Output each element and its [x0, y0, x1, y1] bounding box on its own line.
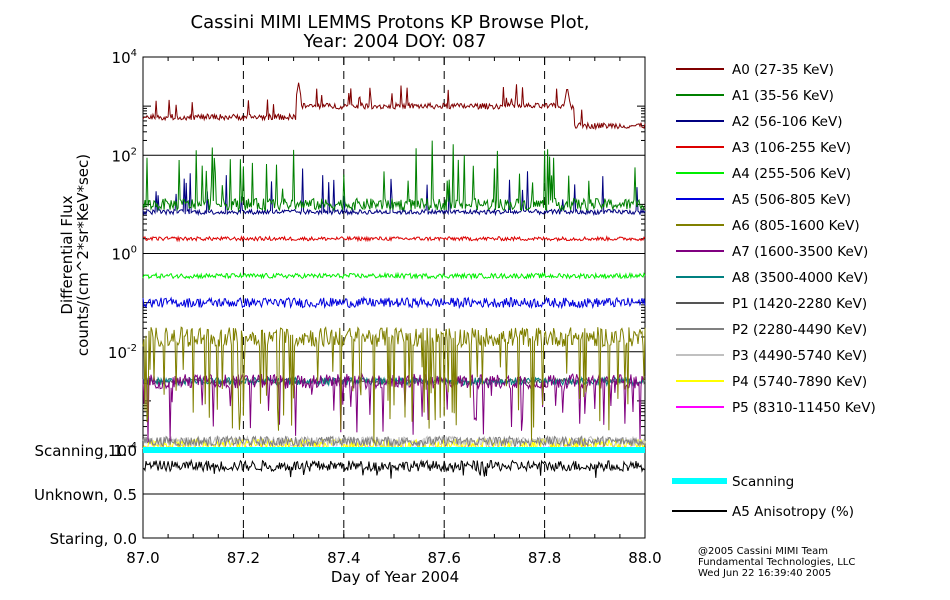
- anisotropy-line: [142, 458, 646, 479]
- legend-label: A5 Anisotropy (%): [732, 504, 854, 520]
- legend-label: P4 (5740-7890 KeV): [732, 374, 867, 390]
- chart-title: Cassini MIMI LEMMS Protons KP Browse Plo…: [191, 12, 590, 52]
- legend-label: P5 (8310-11450 KeV): [732, 400, 876, 416]
- x-tick-label: 87.0: [126, 549, 159, 567]
- series-line-p2: [142, 434, 646, 448]
- legend-label: A6 (805-1600 KeV): [732, 218, 860, 234]
- x-axis: 87.0 87.2 87.4 87.6 87.8 88.0: [126, 57, 662, 567]
- credits-footer: @2005 Cassini MIMI Team Fundamental Tech…: [698, 546, 855, 579]
- series-line-a6: [142, 326, 646, 444]
- series-line-a2: [142, 168, 646, 217]
- legend-label: Scanning: [732, 474, 794, 490]
- legend-label: P1 (1420-2280 KeV): [732, 296, 867, 312]
- series-line-a0: [142, 82, 646, 131]
- x-tick-label: 88.0: [628, 549, 661, 567]
- y-axis-label-line-2: counts/(cm^2*sr*KeV*sec): [74, 154, 92, 356]
- legend-label: P2 (2280-4490 KeV): [732, 322, 867, 338]
- anisotropy-panel: Scanning, 1.0 Unknown, 0.5 Staring, 0.0: [34, 442, 646, 548]
- x-axis-label: Day of Year 2004: [331, 568, 459, 586]
- mode-label: Scanning, 1.0: [34, 442, 137, 460]
- footer-line-1: @2005 Cassini MIMI Team: [698, 546, 828, 557]
- mode-label: Unknown, 0.5: [34, 486, 137, 504]
- legend-label: A8 (3500-4000 KeV): [732, 270, 868, 286]
- y-tick-label: 10-4: [108, 441, 137, 460]
- legend-label: A0 (27-35 KeV): [732, 62, 834, 78]
- y-tick-label: 100: [112, 245, 137, 264]
- series-line-a1: [142, 140, 646, 213]
- series-line-a3: [142, 235, 646, 243]
- legend-label: A2 (56-106 KeV): [732, 114, 842, 130]
- y-tick-label: 104: [112, 48, 137, 67]
- legend-label: P3 (4490-5740 KeV): [732, 348, 867, 364]
- legend-label: A1 (35-56 KeV): [732, 88, 834, 104]
- y-tick-label: 102: [112, 146, 137, 165]
- footer-line-3: Wed Jun 22 16:39:40 2005: [698, 568, 831, 579]
- legend-label: A4 (255-506 KeV): [732, 166, 851, 182]
- flux-panel: 104 102 100 10-2 10-4: [108, 48, 646, 460]
- x-tick-label: 87.2: [227, 549, 260, 567]
- legend-label: A3 (106-255 KeV): [732, 140, 851, 156]
- x-tick-label: 87.8: [528, 549, 561, 567]
- legend-label: A5 (506-805 KeV): [732, 192, 851, 208]
- x-tick-label: 87.4: [327, 549, 360, 567]
- footer-line-2: Fundamental Technologies, LLC: [698, 557, 855, 568]
- legend: A0 (27-35 KeV) A1 (35-56 KeV) A2 (56-106 K…: [672, 62, 876, 520]
- x-tick-label: 87.6: [427, 549, 460, 567]
- y-tick-label: 10-2: [108, 343, 137, 362]
- legend-label: A7 (1600-3500 KeV): [732, 244, 868, 260]
- series-line-a4: [142, 271, 646, 281]
- title-line-2: Year: 2004 DOY: 087: [303, 31, 487, 52]
- title-line-1: Cassini MIMI LEMMS Protons KP Browse Plo…: [191, 12, 590, 33]
- mode-label: Staring, 0.0: [50, 530, 137, 548]
- series-line-a5: [142, 295, 646, 310]
- y-axis-label-line-1: Differential Flux: [58, 195, 76, 314]
